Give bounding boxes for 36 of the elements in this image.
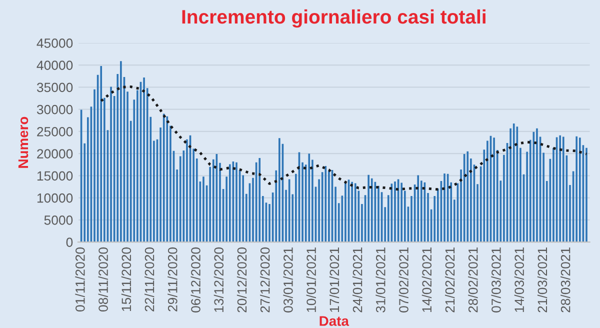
x-tick-label: 17/01/2021 <box>329 248 340 312</box>
y-tick-label: 35000 <box>36 82 73 92</box>
x-tick-label: 01/11/2020 <box>75 247 85 312</box>
x-tick-label: 21/02/2021 <box>444 248 455 312</box>
x-tick-label: 29/11/2020 <box>168 247 178 312</box>
x-tick-label: 31/01/2021 <box>376 248 386 312</box>
y-tick-label: 30000 <box>36 104 73 114</box>
x-tick-label: 10/01/2021 <box>306 248 316 312</box>
x-tick-label: 14/02/2021 <box>422 248 432 312</box>
y-tick-label: 25000 <box>37 127 73 136</box>
y-tick-label: 45000 <box>36 38 73 48</box>
x-tick-label: 24/01/2021 <box>352 248 362 312</box>
x-tick-label: 14/03/2021 <box>514 248 524 312</box>
x-tick-label: 27/12/2020 <box>260 247 270 312</box>
y-tick-label: 0 <box>66 238 73 247</box>
y-tick-label: 15000 <box>37 171 73 181</box>
x-tick-label: 06/12/2020 <box>190 247 200 312</box>
x-tick-label: 08/11/2020 <box>98 247 108 312</box>
x-tick-label: 15/11/2020 <box>121 247 132 311</box>
x-tick-label: 28/03/2021 <box>560 248 570 312</box>
y-tick-label: 5000 <box>44 216 73 225</box>
x-tick-label: 03/01/2021 <box>283 248 293 312</box>
y-tick-label: 20000 <box>37 149 73 158</box>
x-tick-label: 21/03/2021 <box>537 248 548 312</box>
x-tick-label: 20/12/2020 <box>236 247 247 312</box>
x-tick-label: 07/03/2021 <box>491 248 501 312</box>
x-tick-label: 28/02/2021 <box>468 248 478 312</box>
x-axis-title: Data <box>320 316 350 326</box>
x-tick-label: 13/12/2020 <box>214 247 224 312</box>
x-tick-label: 22/11/2020 <box>144 247 154 312</box>
x-tick-label: 07/02/2021 <box>398 248 408 312</box>
y-tick-label: 40000 <box>36 60 73 70</box>
y-tick-label: 10000 <box>37 193 73 203</box>
line-series <box>100 86 588 191</box>
y-axis-title: Numero <box>18 116 28 168</box>
chart-title: Incremento giornaliero casi totali <box>182 9 486 28</box>
